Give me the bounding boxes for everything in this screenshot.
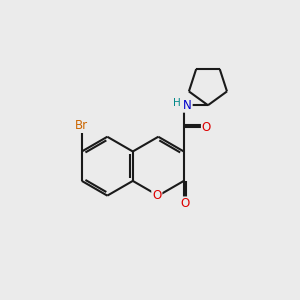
Text: N: N (183, 99, 192, 112)
Text: Br: Br (75, 119, 88, 132)
Text: O: O (152, 189, 161, 202)
Text: O: O (202, 121, 211, 134)
Text: O: O (181, 197, 190, 210)
Text: H: H (173, 98, 181, 108)
